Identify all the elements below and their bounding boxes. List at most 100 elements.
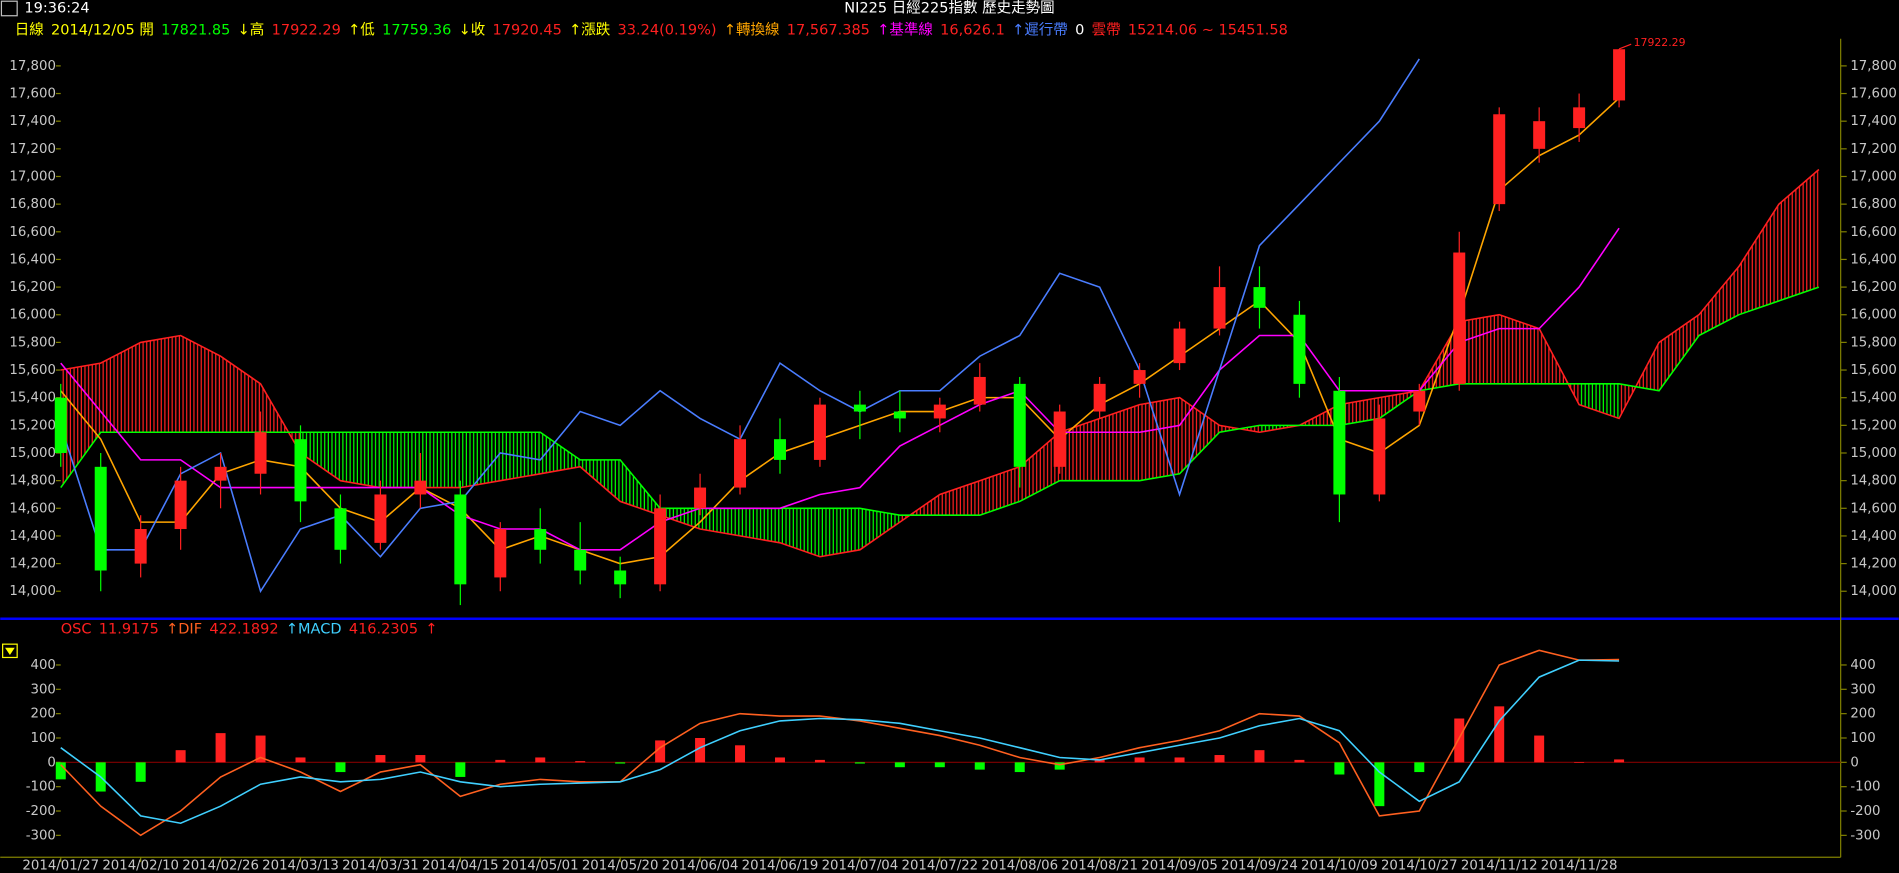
- osc-bar: [774, 757, 785, 763]
- candle-body: [654, 508, 667, 585]
- cloud-segment: [1499, 314, 1540, 384]
- info-item: ↑轉換線: [724, 21, 780, 38]
- y-tick-label-left: 17,000: [9, 169, 56, 184]
- candle-body: [414, 480, 427, 495]
- y-tick-label-left: 100: [31, 731, 56, 746]
- cloud-segment: [1139, 397, 1180, 481]
- x-tick-label: 2014/07/22: [901, 859, 978, 873]
- macd-line: [60, 659, 1620, 825]
- x-tick-label: 2014/08/21: [1061, 859, 1138, 873]
- osc-bar: [854, 762, 865, 764]
- cloud-segment: [540, 432, 581, 474]
- y-tick-label-right: 14,600: [1850, 501, 1897, 516]
- y-tick-label-right: 15,000: [1850, 446, 1897, 461]
- y-tick-label-left: 14,400: [9, 529, 56, 544]
- y-tick-label-right: 15,400: [1850, 391, 1897, 406]
- osc-bar: [1294, 759, 1305, 763]
- y-tick-label-right: -100: [1850, 780, 1880, 795]
- x-tick-label: 2014/10/27: [1381, 859, 1458, 873]
- x-tick-label: 2014/10/09: [1301, 859, 1378, 873]
- candle-body: [294, 439, 307, 502]
- cloud-segment: [1339, 397, 1380, 426]
- info-line: 日線 2014/12/05 開 17821.85 ↓高 17922.29 ↑低 17759.…: [15, 21, 1288, 38]
- cloud-segment: [740, 508, 780, 543]
- cloud-segment: [1738, 204, 1779, 315]
- y-tick-label-left: 15,200: [9, 418, 56, 433]
- y-tick-label-right: 0: [1850, 755, 1858, 770]
- y-tick-label-right: 14,200: [1850, 557, 1897, 572]
- menu-icon[interactable]: [0, 0, 18, 17]
- clock: 19:36:24: [24, 0, 89, 16]
- info-item: 2014/12/05 開: [51, 22, 154, 38]
- y-tick-label-left: 15,000: [9, 446, 56, 461]
- page-title: NI225 日經225指數 歷史走勢圖: [844, 0, 1054, 16]
- osc-bar: [934, 762, 945, 768]
- y-tick-label-right: 300: [1850, 682, 1875, 697]
- osc-bar: [415, 755, 426, 763]
- candle-body: [933, 404, 946, 419]
- candle-body: [773, 439, 786, 460]
- candle-body: [1613, 49, 1626, 101]
- candle-body: [454, 494, 467, 585]
- osc-bar: [1494, 706, 1505, 763]
- osc-bar: [1174, 757, 1185, 763]
- y-tick-label-right: 17,400: [1850, 114, 1897, 129]
- candle-body: [534, 529, 547, 550]
- candle-body: [1293, 314, 1306, 384]
- candle-body: [893, 411, 906, 419]
- y-tick-label-left: -300: [26, 828, 56, 843]
- cloud-segment: [220, 356, 261, 433]
- osc-bar: [615, 762, 626, 764]
- osc-bar: [1134, 757, 1145, 763]
- info-item: ↑: [425, 622, 437, 638]
- candle-body: [614, 570, 627, 585]
- cloud-segment: [700, 508, 741, 536]
- candle-body: [494, 529, 507, 578]
- info-item: 16,626.1: [940, 22, 1005, 38]
- y-tick-label-right: 14,000: [1850, 584, 1897, 599]
- candle-body: [214, 466, 227, 481]
- y-tick-label-left: 14,800: [9, 474, 56, 489]
- x-tick-label: 2014/11/12: [1461, 859, 1538, 873]
- cloud-segment: [140, 335, 181, 433]
- info-item: 416.2305: [349, 622, 418, 638]
- x-tick-label: 2014/06/19: [742, 859, 819, 873]
- y-tick-label-right: 400: [1850, 658, 1875, 673]
- osc-bar: [215, 733, 226, 763]
- y-tick-label-left: 14,000: [9, 584, 56, 599]
- osc-bar: [535, 757, 546, 763]
- y-tick-label-left: 400: [31, 658, 56, 673]
- candle-body: [813, 404, 826, 460]
- y-tick-label-left: 0: [47, 755, 55, 770]
- y-tick-label-right: 17,800: [1850, 59, 1897, 74]
- macd-info-line: OSC 11.9175 ↑DIF 422.1892 ↑MACD 416.2305 ↑: [61, 622, 438, 638]
- info-item: ↑基準線: [877, 21, 933, 38]
- y-tick-label-right: -200: [1850, 804, 1880, 819]
- cloud-segment: [1059, 418, 1100, 481]
- y-tick-label-left: -200: [26, 804, 56, 819]
- y-tick-label-left: 17,200: [9, 142, 56, 157]
- info-item: 日線: [15, 21, 44, 38]
- y-tick-label-left: 17,800: [9, 59, 56, 74]
- cloud-span-b: [60, 286, 1820, 516]
- candle-body: [1373, 418, 1386, 495]
- y-tick-label-right: 16,800: [1850, 197, 1897, 212]
- candle-body: [174, 480, 187, 530]
- pane-toggle[interactable]: [2, 643, 18, 659]
- osc-bar: [135, 762, 146, 782]
- y-tick-label-left: 15,600: [9, 363, 56, 378]
- candle-body: [334, 508, 347, 550]
- candle-body: [1173, 328, 1186, 364]
- y-tick-label-left: 17,600: [9, 87, 56, 102]
- candle-body: [1053, 411, 1066, 467]
- x-tick-label: 2014/01/27: [22, 859, 99, 873]
- osc-bar: [1574, 762, 1585, 763]
- info-item: OSC: [61, 622, 92, 638]
- cloud-segment: [859, 508, 900, 550]
- y-tick-label-left: 14,200: [9, 557, 56, 572]
- cloud-segment: [580, 459, 621, 502]
- y-tick-label-left: 16,800: [9, 197, 56, 212]
- info-item: ↑DIF: [166, 622, 202, 638]
